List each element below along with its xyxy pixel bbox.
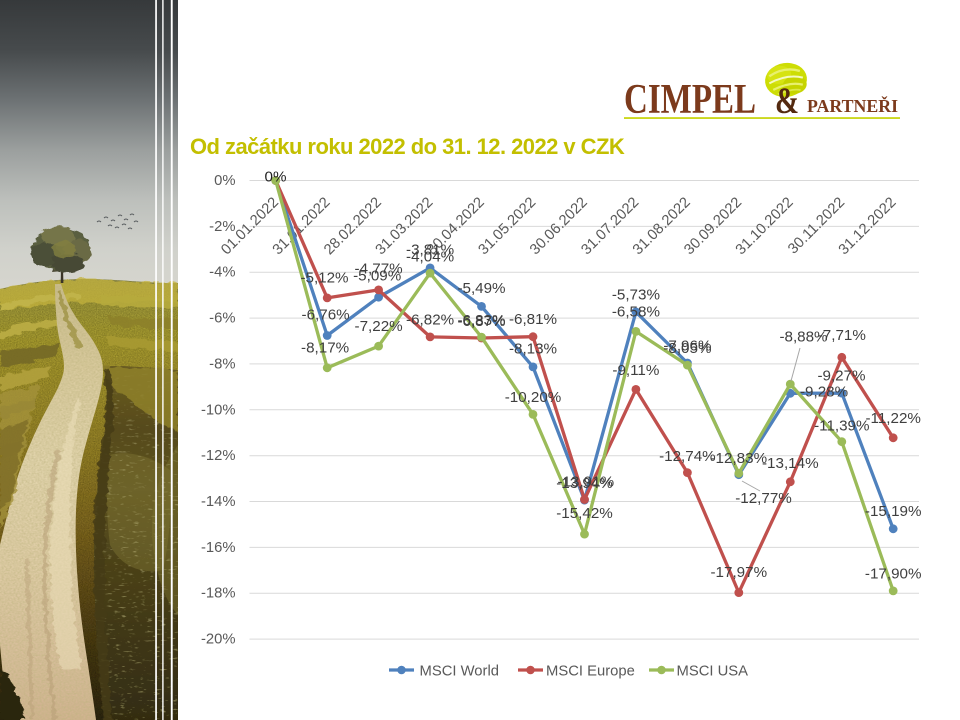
svg-text:MSCI USA: MSCI USA [677, 664, 749, 680]
svg-text:-7,96%: -7,96% [663, 338, 711, 355]
svg-text:-12,74%: -12,74% [659, 448, 716, 465]
svg-text:-17,90%: -17,90% [865, 566, 922, 583]
svg-text:MSCI Europe: MSCI Europe [546, 664, 635, 680]
svg-text:-6,82%: -6,82% [406, 312, 454, 329]
svg-text:-5,12%: -5,12% [300, 269, 348, 286]
svg-text:-10,20%: -10,20% [505, 389, 562, 406]
svg-text:-20%: -20% [201, 632, 236, 648]
svg-text:-8,88%: -8,88% [779, 329, 827, 346]
svg-text:-2%: -2% [209, 219, 235, 235]
svg-text:PARTNEŘI: PARTNEŘI [807, 95, 898, 116]
svg-text:-5,73%: -5,73% [612, 286, 660, 303]
svg-text:-8,13%: -8,13% [509, 341, 557, 358]
svg-text:-13,94%: -13,94% [556, 475, 613, 492]
svg-text:-12,83%: -12,83% [711, 450, 768, 467]
svg-text:-10%: -10% [201, 402, 236, 418]
svg-text:-4%: -4% [209, 265, 235, 281]
svg-text:-11,39%: -11,39% [814, 418, 869, 435]
svg-text:-9,27%: -9,27% [817, 368, 865, 385]
svg-text:MSCI World: MSCI World [420, 664, 499, 680]
svg-text:-7,22%: -7,22% [355, 318, 403, 335]
svg-text:-12%: -12% [201, 448, 236, 464]
svg-text:-6,87%: -6,87% [457, 313, 505, 330]
svg-text:CIMPEL: CIMPEL [624, 77, 756, 123]
svg-text:-5,49%: -5,49% [457, 280, 505, 297]
svg-text:-18%: -18% [201, 586, 236, 602]
svg-text:-12,77%: -12,77% [735, 490, 792, 507]
svg-text:-8%: -8% [209, 356, 235, 372]
svg-text:-11,22%: -11,22% [865, 410, 920, 427]
svg-text:-9,11%: -9,11% [612, 362, 659, 379]
svg-text:-14%: -14% [201, 494, 236, 510]
svg-text:-6,58%: -6,58% [612, 304, 660, 321]
svg-text:-15,19%: -15,19% [865, 503, 922, 520]
svg-text:-6,83%: -6,83% [457, 312, 505, 329]
svg-text:-13,91%: -13,91% [558, 474, 615, 491]
svg-text:-6%: -6% [209, 311, 235, 327]
svg-text:-13,14%: -13,14% [762, 455, 819, 472]
svg-text:-6,76%: -6,76% [302, 307, 350, 324]
svg-text:0%: 0% [214, 173, 235, 189]
svg-text:-5,09%: -5,09% [353, 268, 401, 285]
svg-text:-15,42%: -15,42% [556, 505, 613, 522]
svg-text:-8,17%: -8,17% [301, 340, 349, 357]
svg-text:-4,04%: -4,04% [406, 248, 454, 265]
svg-text:-16%: -16% [201, 540, 236, 556]
svg-text:-9,28%: -9,28% [800, 384, 848, 401]
svg-text:-4,77%: -4,77% [355, 261, 403, 278]
svg-text:-7,71%: -7,71% [818, 327, 866, 344]
svg-text:-6,81%: -6,81% [509, 311, 557, 328]
svg-text:0%: 0% [265, 168, 287, 185]
svg-text:-3,81%: -3,81% [406, 242, 454, 259]
svg-text:&: & [775, 81, 799, 122]
svg-text:-17,97%: -17,97% [711, 564, 768, 581]
svg-text:-8,05%: -8,05% [663, 340, 711, 357]
